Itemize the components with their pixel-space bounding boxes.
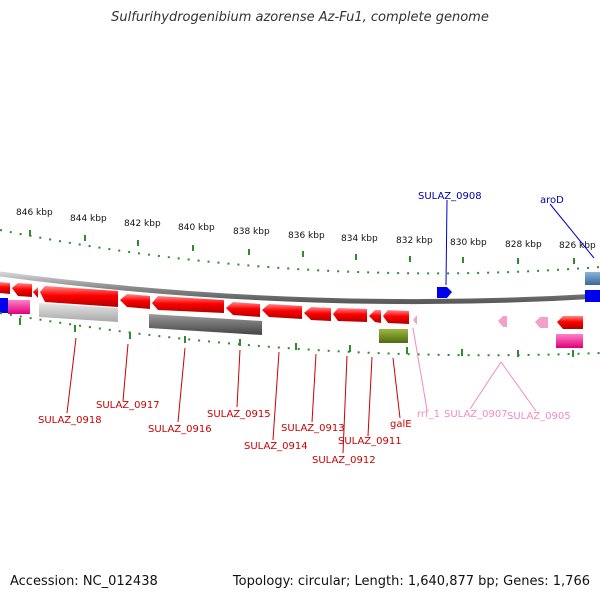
gray-feature-dark[interactable] <box>149 314 262 335</box>
cds-feature[interactable] <box>12 283 32 297</box>
gene-label-rrf-1[interactable]: rrf_1 <box>417 409 440 420</box>
gene-label-sulaz-0914[interactable]: SULAZ_0914 <box>244 441 308 452</box>
scale-label: 846 kbp <box>16 208 53 218</box>
gene-label-sulaz-0908[interactable]: SULAZ_0908 <box>418 191 482 202</box>
sulaz-0907-feature[interactable] <box>498 316 507 327</box>
cds-feature[interactable] <box>383 310 409 324</box>
cds-feature-blue-right[interactable] <box>585 290 600 302</box>
accession-text: Accession: NC_012438 <box>10 574 158 589</box>
magenta-feature-right[interactable] <box>556 334 583 348</box>
outer-major-ticks <box>29 230 575 264</box>
rrf-1-feature[interactable] <box>413 315 417 325</box>
cds-feature[interactable] <box>304 307 331 321</box>
gene-labels-red: SULAZ_0918 SULAZ_0917 SULAZ_0916 SULAZ_0… <box>38 400 412 466</box>
map-title: Sulfurihydrogenibium azorense Az-Fu1, co… <box>111 10 489 25</box>
cds-feature-arod[interactable] <box>585 272 600 285</box>
cds-feature[interactable] <box>33 287 38 298</box>
cds-feature[interactable] <box>40 286 118 307</box>
inner-major-ticks <box>19 318 574 357</box>
scale-label: 832 kbp <box>396 236 433 246</box>
cds-feature[interactable] <box>120 294 150 309</box>
leader-lines-red <box>66 337 401 454</box>
green-feature-gale[interactable] <box>379 329 408 343</box>
scale-label: 828 kbp <box>505 240 542 250</box>
reverse-strand-other[interactable] <box>0 298 583 348</box>
gene-label-sulaz-0916[interactable]: SULAZ_0916 <box>148 424 212 435</box>
gene-label-sulaz-0913[interactable]: SULAZ_0913 <box>281 423 345 434</box>
sulaz-0905-feature[interactable] <box>535 317 548 328</box>
cds-feature[interactable] <box>557 316 583 329</box>
cds-feature[interactable] <box>333 308 367 322</box>
forward-strand-features[interactable] <box>437 272 600 302</box>
magenta-feature[interactable] <box>0 298 8 313</box>
scale-label: 842 kbp <box>124 219 161 229</box>
gene-label-sulaz-0915[interactable]: SULAZ_0915 <box>207 409 271 420</box>
gene-label-sulaz-0917[interactable]: SULAZ_0917 <box>96 400 160 411</box>
gene-label-arod[interactable]: aroD <box>540 195 564 206</box>
cds-feature[interactable] <box>226 302 260 317</box>
cds-feature[interactable] <box>369 310 381 323</box>
cds-feature[interactable] <box>262 304 302 319</box>
gene-label-sulaz-0911[interactable]: SULAZ_0911 <box>338 436 402 447</box>
scale-label: 838 kbp <box>233 227 270 237</box>
gene-label-sulaz-0907[interactable]: SULAZ_0907 <box>444 409 508 420</box>
scale-label: 840 kbp <box>178 223 215 233</box>
cds-feature-sulaz-0908[interactable] <box>437 287 452 298</box>
scale-label: 834 kbp <box>341 234 378 244</box>
cds-feature[interactable] <box>152 296 224 313</box>
scale-label: 844 kbp <box>70 214 107 224</box>
gene-labels-blue: SULAZ_0908 aroD <box>418 191 564 206</box>
gene-label-sulaz-0905[interactable]: SULAZ_0905 <box>507 411 571 422</box>
gene-label-gale[interactable]: galE <box>390 419 412 430</box>
gene-labels-pink: rrf_1 SULAZ_0907 SULAZ_0905 <box>417 409 571 422</box>
cds-feature[interactable] <box>0 282 10 294</box>
leader-lines-blue <box>445 199 595 286</box>
scale-label: 836 kbp <box>288 231 325 241</box>
leader-lines-pink <box>412 327 537 412</box>
scale-label: 826 kbp <box>559 241 596 251</box>
gene-label-sulaz-0918[interactable]: SULAZ_0918 <box>38 415 102 426</box>
scale-label: 830 kbp <box>450 238 487 248</box>
genome-backbone <box>0 271 600 305</box>
reverse-strand-cds[interactable] <box>0 282 583 329</box>
magenta-feature[interactable] <box>8 300 30 314</box>
scale-labels: 846 kbp 844 kbp 842 kbp 840 kbp 838 kbp … <box>16 208 596 251</box>
gene-label-sulaz-0912[interactable]: SULAZ_0912 <box>312 455 376 466</box>
topology-summary-text: Topology: circular; Length: 1,640,877 bp… <box>232 574 590 589</box>
gray-feature-light[interactable] <box>39 303 118 322</box>
